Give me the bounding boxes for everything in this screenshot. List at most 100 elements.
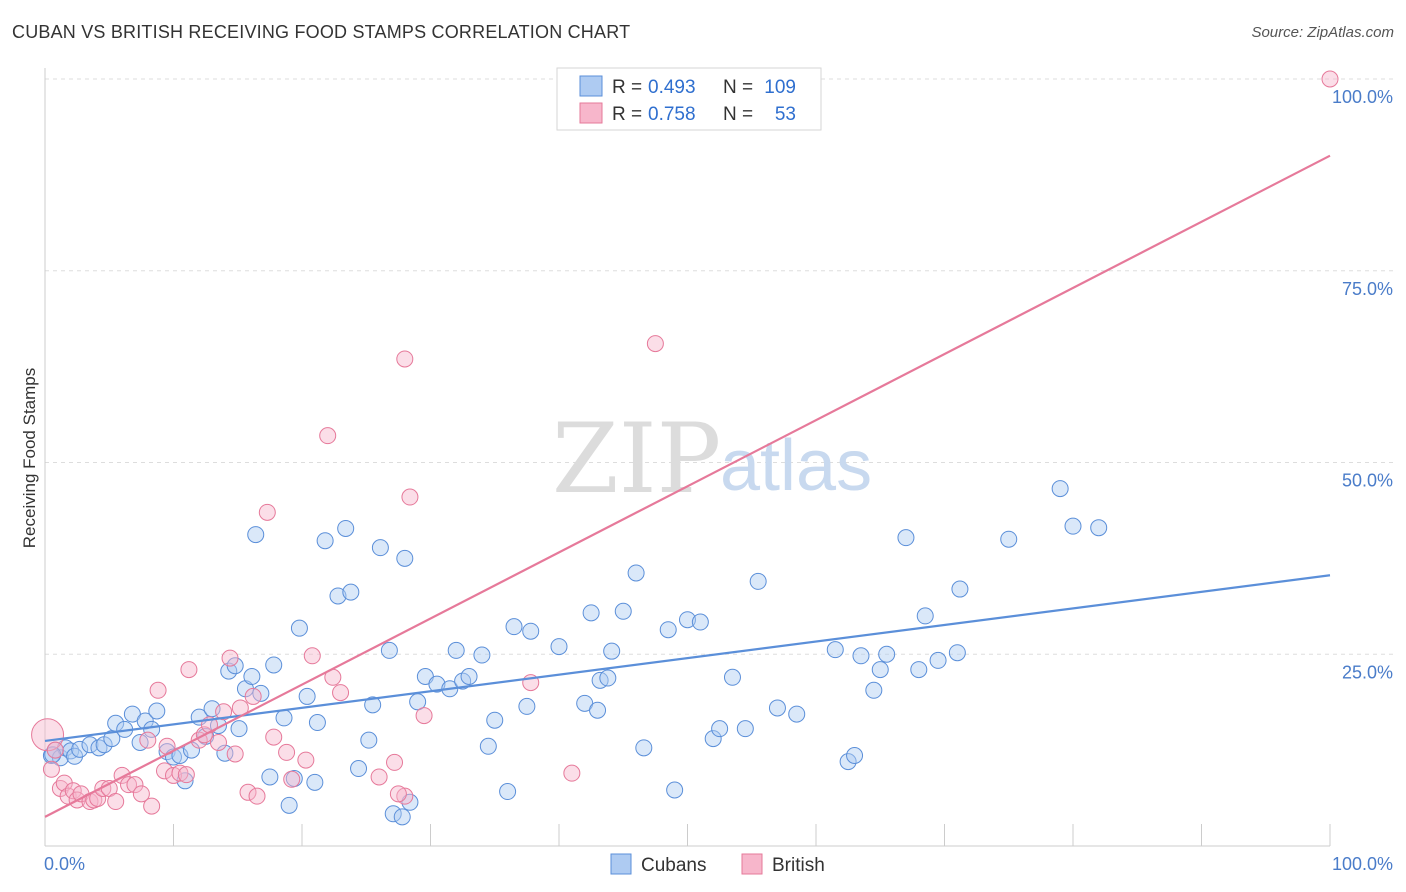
point-british-34 [226,745,244,763]
point-british-16 [120,776,138,794]
point-cubans-104 [951,580,969,598]
point-cubans-53 [384,805,402,823]
point-cubans-71 [550,638,568,656]
point-british-2 [46,741,64,759]
point-british-26 [177,766,195,784]
legend-n-value-cubans: 109 [764,77,796,98]
point-cubans-108 [1090,519,1108,537]
point-cubans-65 [479,737,497,755]
y-tick-labels: 25.0% 50.0% 75.0% 100.0% [1332,87,1393,682]
point-cubans-48 [350,760,368,778]
point-british-31 [209,733,227,751]
point-cubans-37 [275,709,293,727]
point-cubans-52 [380,641,398,659]
point-cubans-61 [447,641,465,659]
y-tick-label-0: 25.0% [1342,662,1393,682]
point-cubans-70 [522,622,540,640]
point-british-49 [396,350,414,368]
point-british-33 [221,649,239,667]
trend-line-cubans [44,574,1331,743]
point-british-24 [165,766,182,784]
y-tick-label-3: 100.0% [1332,87,1393,107]
point-cubans-41 [298,687,316,705]
point-british-41 [278,743,296,761]
point-cubans-97 [871,661,889,679]
point-cubans-59 [428,675,446,693]
point-cubans-85 [704,730,722,748]
point-cubans-90 [768,699,786,717]
axes [44,68,1331,847]
point-cubans-17 [148,702,166,720]
point-cubans-49 [360,731,378,749]
legend-n-value-british: 53 [775,104,796,125]
point-cubans-76 [599,669,617,687]
point-british-38 [248,787,266,805]
trend-lines [44,154,1331,818]
watermark-zip: ZIP [552,403,721,515]
point-cubans-47 [342,583,360,601]
point-cubans-86 [711,720,729,738]
legend-r-label-cubans: R = [612,77,642,98]
point-cubans-42 [306,773,324,791]
point-cubans-38 [280,796,298,814]
point-british-54 [563,764,581,782]
point-cubans-106 [1051,480,1069,498]
point-cubans-84 [691,613,709,631]
point-cubans-43 [308,714,326,732]
point-cubans-5 [66,747,84,765]
point-british-32 [215,703,233,721]
point-cubans-96 [865,681,883,699]
point-cubans-103 [948,644,966,662]
point-cubans-30 [230,720,248,738]
watermark: ZIP atlas [552,403,872,515]
point-cubans-93 [839,753,857,771]
point-cubans-44 [316,532,334,550]
point-cubans-101 [916,607,934,625]
point-british-19 [139,731,157,749]
x-tick-label-max: 100.0% [1332,854,1393,874]
point-cubans-51 [371,539,389,557]
point-cubans-98 [878,645,896,663]
point-cubans-105 [1000,530,1018,548]
point-cubans-32 [243,667,261,685]
point-cubans-6 [71,740,89,758]
legend-swatch-british [579,102,603,124]
point-british-47 [332,684,350,702]
legend-r-value-british: 0.758 [648,104,696,125]
point-british-51 [401,488,419,506]
point-british-43 [297,751,315,769]
point-cubans-46 [337,519,355,537]
trend-line-british [44,154,1331,818]
point-cubans-36 [265,656,283,674]
point-british-37 [244,687,262,705]
point-cubans-33 [247,526,265,544]
legend-bottom-swatch-cubans [610,853,632,875]
point-cubans-82 [666,781,684,799]
point-british-18 [132,785,150,803]
legend-swatch-cubans [579,75,603,97]
point-cubans-91 [788,705,806,723]
legend-n-label-british: N = [723,104,753,125]
point-cubans-35 [261,768,279,786]
source-label: Source: ZipAtlas.com [1251,24,1394,41]
point-british-40 [265,728,283,746]
legend-bottom-swatch-british [741,853,763,875]
point-cubans-77 [603,642,621,660]
point-british-58 [389,785,407,803]
point-cubans-88 [736,720,754,738]
point-cubans-68 [505,618,523,636]
y-tick-label-2: 75.0% [1342,279,1393,299]
legend-bottom-label-british: British [772,855,825,876]
point-cubans-87 [723,668,741,686]
point-cubans-89 [749,572,767,590]
legend-r-value-cubans: 0.493 [648,77,696,98]
y-tick-label-1: 50.0% [1342,471,1393,491]
legend-bottom: Cubans British [610,853,825,876]
point-british-44 [303,647,321,665]
point-british-17 [126,776,144,794]
y-axis-label: Receiving Food Stamps [20,368,39,548]
point-british-57 [370,768,388,786]
point-british-39 [258,503,276,521]
point-cubans-79 [627,564,645,582]
legend-n-label-cubans: N = [723,77,753,98]
